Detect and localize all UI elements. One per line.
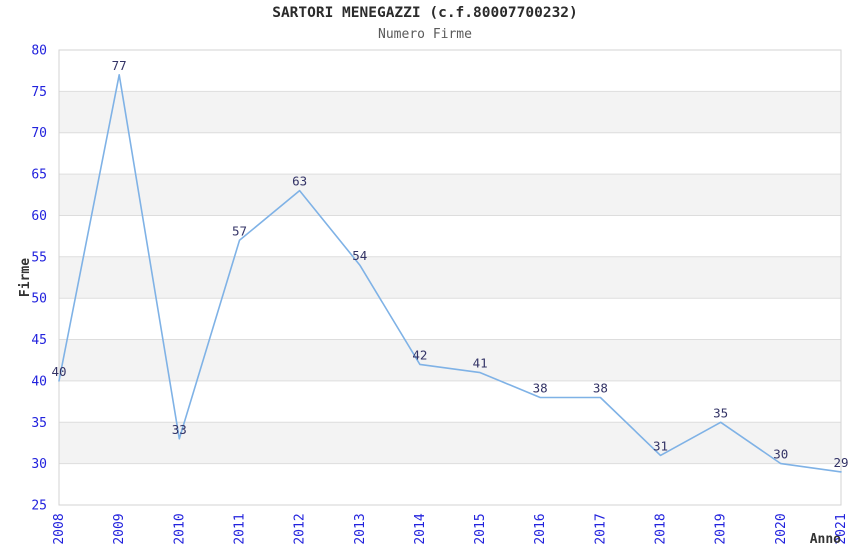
x-tick-label: 2014 (413, 513, 428, 544)
point-label: 29 (833, 455, 848, 470)
x-tick-label: 2012 (293, 513, 308, 544)
y-axis-title: Firme (18, 258, 33, 297)
x-axis-title: Anno (810, 532, 841, 547)
grid-band (59, 339, 841, 381)
y-tick-label: 30 (31, 457, 47, 472)
point-label: 41 (473, 356, 488, 371)
point-label: 54 (352, 248, 367, 263)
series-line (58, 74, 842, 473)
x-tick-label: 2015 (473, 513, 488, 544)
point-label: 77 (112, 58, 127, 73)
x-tick-label: 2011 (233, 513, 248, 544)
y-tick-label: 55 (31, 250, 47, 265)
x-tick-label: 2021 (834, 513, 849, 544)
y-tick-label: 25 (31, 499, 47, 514)
chart-subtitle: Numero Firme (378, 27, 472, 42)
y-tick-label: 50 (31, 292, 47, 307)
x-tick-label: 2009 (112, 513, 127, 544)
point-label: 30 (773, 447, 788, 462)
grid-band (59, 256, 841, 299)
y-tick-label: 35 (31, 416, 47, 431)
y-tick-label: 60 (31, 209, 47, 224)
point-label: 57 (232, 223, 247, 238)
y-tick-label: 75 (31, 85, 47, 100)
y-tick-label: 40 (31, 374, 47, 389)
point-label: 31 (653, 438, 668, 453)
x-tick-label: 2020 (774, 513, 789, 544)
x-tick-label: 2019 (714, 513, 729, 544)
y-tick-label: 70 (31, 126, 47, 141)
x-tick-label: 2008 (52, 513, 67, 544)
point-label: 40 (51, 364, 66, 379)
point-label: 38 (533, 381, 548, 396)
grid-band (59, 174, 841, 216)
y-tick-label: 45 (31, 333, 47, 348)
grid-band (59, 91, 841, 133)
y-tick-label: 80 (31, 44, 47, 59)
point-label: 63 (292, 174, 307, 189)
x-tick-label: 2013 (353, 513, 368, 544)
x-tick-label: 2017 (593, 513, 608, 544)
point-label: 42 (412, 347, 427, 362)
x-tick-label: 2018 (654, 513, 669, 544)
y-tick-label: 65 (31, 168, 47, 183)
x-tick-label: 2016 (533, 513, 548, 544)
point-label: 35 (713, 405, 728, 420)
plot-border (58, 49, 842, 506)
x-tick-label: 2010 (172, 513, 187, 544)
point-label: 33 (172, 422, 187, 437)
chart-title: SARTORI MENEGAZZI (c.f.80007700232) (272, 5, 578, 21)
point-label: 38 (593, 381, 608, 396)
grid-band (59, 422, 841, 464)
